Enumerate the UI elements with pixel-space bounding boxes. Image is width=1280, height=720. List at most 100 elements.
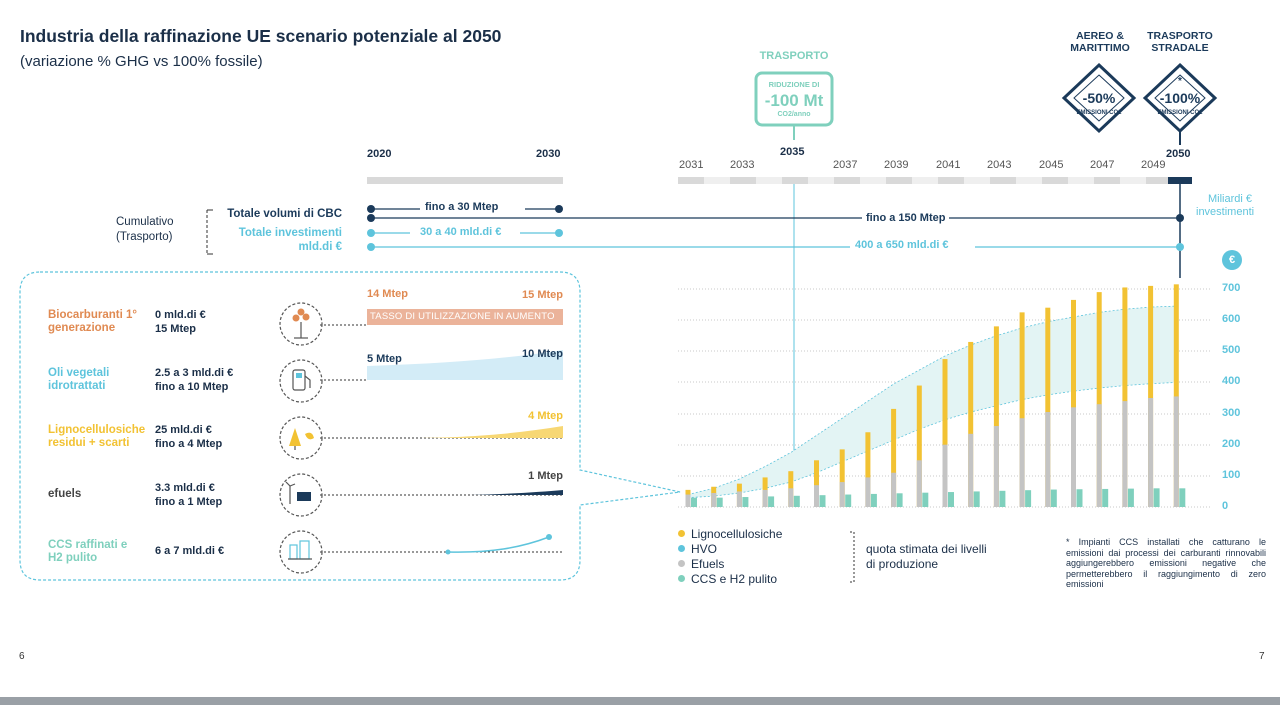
bar-ccs-2049 (1153, 488, 1160, 507)
bar-efuels-2050 (1173, 396, 1179, 507)
bar-efuels-2031 (685, 494, 691, 507)
bottom-bar (0, 697, 1280, 705)
bar-ligno-2041 (942, 359, 948, 507)
euro-icon: € (1222, 250, 1242, 270)
ytick-600: 600 (1222, 313, 1241, 325)
row-efuels-name: efuels (48, 488, 82, 500)
bar-ligno-2045 (1045, 307, 1051, 507)
stradale-sub: EMISSIONI CO2 (1157, 110, 1203, 116)
bar-efuels-2037 (839, 482, 845, 507)
bar-efuels-2039 (891, 472, 897, 507)
vol-2050: fino a 150 Mtep (862, 212, 950, 224)
row-bio-name: Biocarburanti 1° generazione (48, 309, 137, 334)
bar-efuels-2038 (865, 477, 871, 507)
inv-2030: 30 a 40 mld.di € (420, 226, 502, 238)
hvo-end: 10 Mtep (522, 348, 563, 360)
timeline-2020-2030 (367, 177, 563, 184)
ligno-icon (279, 416, 323, 460)
bar-efuels-2040 (916, 460, 922, 507)
page-number-left: 6 (19, 651, 25, 662)
stradale-asterisk: * (1178, 76, 1182, 87)
aereo-value: -50% (1082, 90, 1116, 106)
volumes-label: Totale volumi di CBC (227, 208, 342, 220)
stradale-value: -100% (1159, 90, 1201, 106)
bar-efuels-2041 (942, 444, 948, 507)
ytick-100: 100 (1222, 469, 1241, 481)
ligno-end: 4 Mtep (528, 410, 563, 422)
bar-ligno-2048 (1122, 287, 1128, 507)
bio-utilization-bar (367, 309, 563, 325)
year-2047: 2047 (1090, 159, 1115, 171)
legend-efuels: Efuels (678, 556, 782, 571)
legend-hvo-swatch (678, 545, 685, 552)
aereo-sub: EMISSIONI CO2 (1076, 110, 1122, 116)
bar-ligno-2044 (1019, 312, 1025, 507)
bar-ccs-2046 (1076, 489, 1083, 507)
bar-ligno-2037 (839, 449, 845, 507)
year-2039: 2039 (884, 159, 909, 171)
aereo-label: AEREO & MARITTIMO (1070, 30, 1130, 54)
bio-end: 15 Mtep (522, 289, 563, 301)
year-2045: 2045 (1039, 159, 1064, 171)
miliardi-label: Miliardi € investimenti (1196, 193, 1255, 218)
bar-ccs-2035 (793, 495, 800, 507)
bar-efuels-2035 (788, 488, 794, 507)
row-hvo-name: Oli vegetali idrotrattati (48, 367, 110, 392)
bar-ligno-2040 (916, 385, 922, 507)
legend-ligno: Lignocellulosiche (678, 526, 782, 541)
bar-efuels-2045 (1045, 412, 1051, 507)
bar-ccs-2045 (1050, 489, 1057, 507)
row-ccs-name: CCS raffinati e H2 pulito (48, 539, 128, 564)
row-bio-volume: 15 Mtep (155, 323, 196, 335)
legend-ligno-swatch (678, 530, 685, 537)
row-ligno-volume: fino a 4 Mtep (155, 438, 223, 450)
row-ccs-invest: 6 a 7 mld.di € (155, 545, 225, 557)
bar-ligno-2043 (993, 326, 999, 507)
footnote: * Impianti CCS installati che catturano … (1066, 537, 1266, 589)
bar-ligno-2050 (1173, 284, 1179, 507)
aereo-badge-frame (1061, 62, 1137, 134)
bar-ccs-2039 (896, 493, 903, 507)
bar-ligno-2038 (865, 432, 871, 507)
cumulative-sub: (Trasporto) (116, 231, 173, 243)
legend-bracket-text: quota stimata dei livelli di produzione (866, 542, 987, 571)
ytick-0: 0 (1222, 500, 1229, 512)
bar-ligno-2046 (1071, 299, 1076, 507)
bio-icon (279, 302, 323, 346)
bio-start: 14 Mtep (367, 288, 408, 300)
bar-ligno-2039 (891, 408, 897, 507)
ytick-500: 500 (1222, 344, 1241, 356)
hvo-icon (279, 359, 323, 403)
hvo-area (367, 350, 563, 380)
bar-ligno-2042 (968, 341, 974, 507)
bar-efuels-2048 (1122, 401, 1128, 507)
year-2031: 2031 (679, 159, 704, 171)
efuels-area (470, 490, 563, 495)
vol-2030: fino a 30 Mtep (425, 201, 499, 213)
legend-ccs: CCS e H2 pulito (678, 571, 782, 586)
bar-ligno-2049 (1148, 285, 1154, 507)
riduzione-unit: CO2/anno (777, 111, 811, 118)
row-ligno-name: Lignocellulosiche residui + scarti (48, 424, 146, 449)
legend-ccs-swatch (678, 575, 685, 582)
chart-layer (685, 284, 1186, 507)
chart-legend: Lignocellulosiche HVO Efuels CCS e H2 pu… (678, 526, 782, 586)
stradale-label: TRASPORTO STRADALE (1147, 30, 1213, 54)
trasporto-label: TRASPORTO (759, 50, 829, 62)
bar-efuels-2044 (1019, 418, 1025, 507)
investments-label: Totale investimenti (238, 227, 342, 239)
year-2030: 2030 (536, 148, 561, 160)
row-efuels-invest: 3.3 mld.di € (155, 482, 215, 494)
sources-panel (19, 271, 681, 581)
ytick-400: 400 (1222, 375, 1241, 387)
row-ligno-invest: 25 mld.di € (155, 424, 212, 436)
bar-ccs-2047 (1102, 488, 1109, 507)
bar-ccs-2032 (716, 497, 723, 507)
row-hvo-invest: 2.5 a 3 mld.di € (155, 367, 234, 379)
bar-ccs-2044 (1025, 490, 1032, 507)
bar-ccs-2038 (870, 493, 877, 507)
bar-ligno-2047 (1096, 292, 1102, 507)
hvo-start: 5 Mtep (367, 353, 402, 365)
year-2020: 2020 (367, 148, 392, 160)
